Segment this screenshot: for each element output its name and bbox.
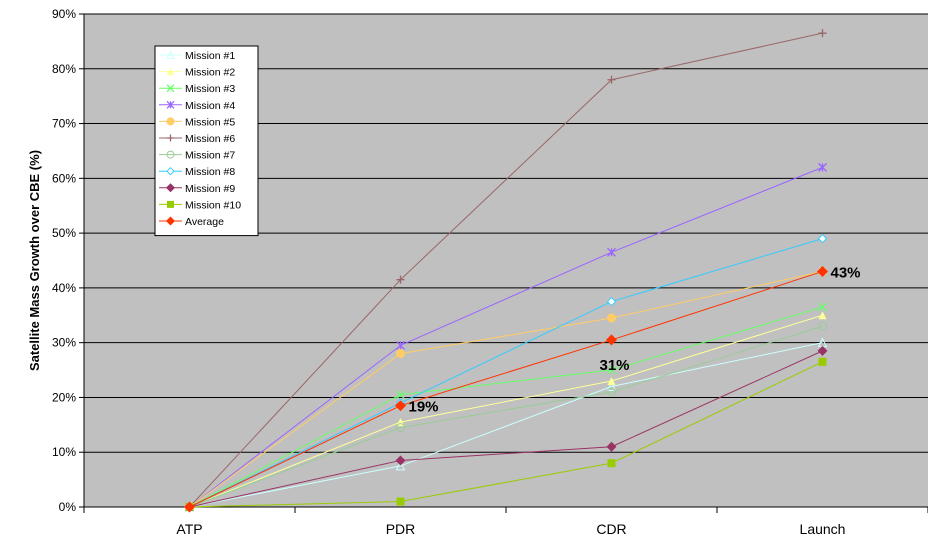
legend-label: Mission #3 [185,83,235,95]
series-line [189,350,823,508]
legend-marker [166,50,175,59]
series-line [189,166,823,508]
data-point [817,345,828,356]
legend-entry: Mission #10 [159,199,241,211]
data-point [817,265,828,277]
legend-marker [166,150,175,159]
data-point [818,311,827,320]
y-tick-label: 60% [52,171,76,185]
data-point [607,313,616,323]
y-tick-label: 40% [52,281,76,295]
legend-entry: Mission #2 [159,67,235,79]
data-point [607,365,616,375]
y-axis-title: Satellite Mass Growth over CBE (%) [27,150,42,371]
data-point [817,233,828,244]
y-tick-label: 70% [52,117,76,131]
data-point [606,334,617,346]
series-line [189,314,823,508]
legend-label: Mission #8 [185,166,235,178]
series-line [189,342,823,508]
y-tick-label: 10% [52,445,76,459]
series-line [189,238,823,508]
legend-label: Mission #7 [185,150,235,162]
legend-marker [167,68,174,76]
data-point [396,275,405,284]
average-annotation-label: 43% [831,264,861,281]
data-point [818,302,827,312]
data-point [395,455,406,466]
legend-entry: Mission #1 [159,50,235,62]
data-point [396,423,405,433]
legend-entry: Mission #6 [159,133,235,145]
data-point [818,162,827,172]
x-tick-label: CDR [596,521,626,537]
data-point [607,459,616,468]
legend-label: Mission #10 [185,199,241,211]
y-tick-label: 20% [52,390,76,404]
y-tick-label: 90% [52,7,76,21]
legend-label: Mission #4 [185,100,235,112]
legend-label: Average [185,216,224,228]
series-line [189,270,823,508]
data-point [818,357,827,366]
series-line [189,32,823,508]
data-point [184,501,195,513]
legend-label: Mission #6 [185,133,235,145]
data-point [606,441,617,452]
legend-entry: Mission #8 [159,166,235,178]
data-point [607,247,616,257]
series-line [189,325,823,508]
data-point [607,377,616,386]
data-point [396,497,405,506]
legend-entry: Mission #7 [159,150,235,162]
average-annotation-label: 31% [600,357,630,374]
data-point [606,381,617,391]
legend-marker [166,100,175,109]
data-point [395,460,406,471]
legend-marker [167,200,174,208]
legend-marker [167,134,174,142]
legend-entry: Mission #5 [159,116,235,128]
y-tick-label: 0% [59,500,77,514]
series-9 [184,345,828,512]
legend-marker [166,183,175,193]
data-point [607,387,616,397]
legend-entry: Mission #4 [159,100,235,112]
y-tick-label: 50% [52,226,76,240]
x-tick-label: PDR [386,521,416,537]
data-point [818,321,827,331]
data-point [396,340,405,350]
x-tick-label: Launch [800,521,846,537]
data-point [606,296,617,307]
legend-marker [166,216,175,226]
x-tick-label: ATP [176,521,202,537]
y-tick-label: 30% [52,336,76,350]
data-point [396,390,405,400]
average-annotation-label: 19% [409,399,439,416]
series-line [189,270,823,508]
legend-label: Mission #1 [185,50,235,62]
legend-label: Mission #9 [185,183,235,195]
series-11 [184,265,828,513]
legend-entry: Average [159,216,224,228]
legend-marker [166,166,175,176]
data-point [818,29,827,38]
legend-label: Mission #2 [185,67,235,79]
legend-label: Mission #5 [185,116,235,128]
data-point [607,75,616,84]
legend-marker [166,117,175,126]
legend-entry: Mission #3 [159,83,235,95]
data-point [395,400,406,412]
legend-entry: Mission #9 [159,183,235,195]
data-point [396,349,405,359]
legend-marker [166,84,175,93]
series-line [189,306,823,508]
series-line [189,361,823,508]
y-tick-label: 80% [52,62,76,76]
